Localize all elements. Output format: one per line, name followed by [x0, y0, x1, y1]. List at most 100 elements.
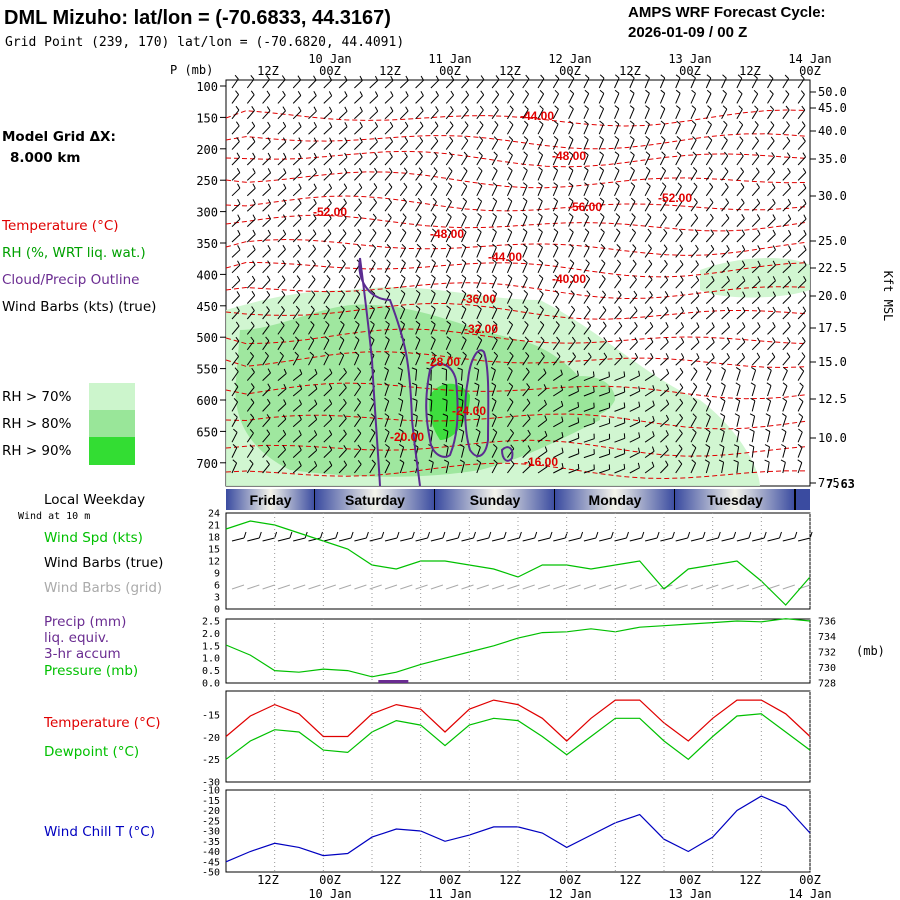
- wind-barb-staff: [629, 170, 635, 181]
- wind-barb-flag: [326, 274, 331, 280]
- wind-barb-flag: [411, 367, 417, 371]
- wind-barb-staff: [721, 108, 728, 120]
- wind-barb-staff: [384, 202, 393, 212]
- surface-wind-barb-flag: [396, 531, 400, 539]
- wind-barb-flag: [583, 151, 589, 156]
- wind-barb-staff: [751, 171, 760, 181]
- wind-barb-flag: [691, 120, 697, 125]
- wind-barb-flag: [539, 290, 544, 295]
- wind-barb-staff: [277, 79, 286, 89]
- wind-barb-flag: [311, 259, 316, 265]
- wind-barb-flag: [618, 306, 622, 311]
- wind-barb-staff: [461, 125, 469, 135]
- wind-barb-staff: [506, 139, 514, 150]
- surface-wind-barb: [599, 537, 612, 542]
- wind-barb-staff: [644, 201, 652, 212]
- wind-barb-staff: [568, 468, 579, 474]
- wind-barb-staff: [399, 125, 409, 135]
- wind-barb-staff: [751, 311, 761, 320]
- wind-barb-flag: [638, 447, 641, 453]
- wind-barb-staff: [353, 232, 362, 243]
- wind-barb-staff: [461, 216, 467, 227]
- wind-barb-flag: [282, 214, 287, 220]
- grid-wind-barb: [721, 584, 734, 590]
- wind-barb-flag: [491, 382, 496, 387]
- wind-barb-staff: [721, 202, 729, 212]
- wind-barb-flag: [695, 275, 700, 281]
- wind-barb-staff: [675, 341, 685, 351]
- top-hour-label: 12Z: [379, 64, 401, 78]
- wind-barb-flag: [250, 336, 255, 342]
- wind-barb-staff: [537, 293, 544, 304]
- wind-barb-staff: [659, 201, 667, 212]
- wind-barb-flag: [753, 89, 759, 95]
- wind-barb-staff: [537, 247, 543, 258]
- wind-barb-flag: [400, 290, 406, 294]
- wind-barb-staff: [384, 95, 394, 104]
- wind-barb-staff: [354, 126, 363, 135]
- wind-barb-flag: [457, 367, 463, 371]
- wind-barb-staff: [277, 325, 285, 335]
- wind-barb-staff: [552, 340, 561, 351]
- wind-barb-staff: [705, 93, 712, 104]
- wind-barb-staff: [767, 140, 775, 150]
- wind-barb-flag: [599, 120, 604, 125]
- wind-barb-flag: [722, 89, 727, 94]
- surface-wind-barb-flag: [763, 531, 767, 539]
- wind-barb-staff: [644, 374, 655, 382]
- wind-barb-staff: [782, 109, 790, 120]
- axis-tick-label: -50: [202, 868, 220, 879]
- wind-barb-flag: [462, 336, 467, 341]
- wind-barb-flag: [585, 274, 591, 280]
- wind-barb-flag: [299, 369, 303, 374]
- wind-barb-staff: [751, 415, 756, 427]
- weekday-segment: [435, 489, 555, 510]
- wind-barb-flag: [371, 444, 376, 449]
- wind-barb-flag: [753, 74, 758, 79]
- wind-barb-flag: [324, 351, 329, 356]
- wind-barb-staff: [614, 232, 621, 243]
- wind-barb-flag: [734, 413, 740, 417]
- wind-barb-staff: [384, 126, 394, 135]
- wind-barb-staff: [476, 339, 483, 351]
- wind-barb-flag: [282, 414, 287, 420]
- wind-barb-staff: [751, 78, 758, 89]
- wind-barb-flag: [457, 382, 463, 386]
- wind-barb-flag: [623, 402, 626, 408]
- wind-barb-staff: [537, 93, 545, 104]
- wind-barb-flag: [679, 229, 683, 234]
- wind-barb-staff: [782, 234, 792, 243]
- wind-barb-flag: [374, 121, 379, 127]
- bottom-date-labels: 10 Jan 11 Jan 12 Jan 13 Jan 14 Jan: [308, 887, 831, 900]
- wind-barb-flag: [630, 74, 635, 79]
- wind-barb-flag: [370, 290, 376, 295]
- wind-barb-staff: [767, 93, 774, 104]
- wind-barb-staff: [461, 201, 468, 212]
- wind-barb-staff: [369, 141, 378, 150]
- wind-barb-flag: [647, 228, 652, 234]
- wind-barb-staff: [415, 125, 424, 135]
- wind-barb-staff: [353, 278, 361, 289]
- wind-barb-staff: [705, 77, 712, 89]
- wind-barb-staff: [292, 233, 302, 243]
- wind-barb-flag: [645, 105, 650, 110]
- grid-wind-barb: [690, 584, 704, 590]
- wind-barb-flag: [665, 430, 669, 435]
- wind-barb-staff: [461, 293, 467, 304]
- wind-barb-flag: [384, 428, 390, 433]
- wind-barb-staff: [537, 200, 543, 212]
- wind-barb-flag: [544, 446, 548, 452]
- wind-barb-staff: [644, 232, 652, 243]
- wind-barb-staff: [338, 372, 347, 381]
- wind-barb-staff: [614, 247, 621, 258]
- axis-tick-label: 728: [818, 679, 836, 690]
- wind-barb-flag: [387, 213, 392, 218]
- wind-barb-staff: [797, 416, 804, 428]
- wind-barb-staff: [445, 415, 448, 427]
- wind-barb-staff: [461, 308, 467, 320]
- wind-barb-staff: [476, 262, 482, 273]
- bottom-hour-label: 00Z: [559, 873, 581, 887]
- wind-barb-flag: [267, 368, 271, 374]
- wind-barb-flag: [398, 413, 404, 417]
- wind-barb-flag: [309, 336, 315, 341]
